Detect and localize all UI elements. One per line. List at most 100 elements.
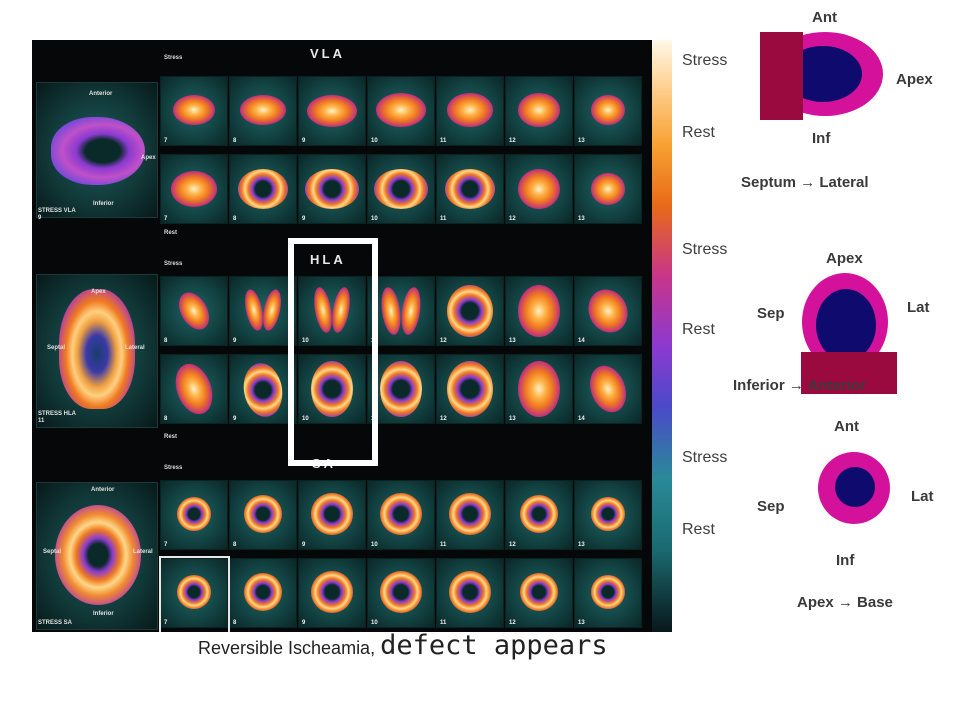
hla-stress-tile: 11 <box>367 276 435 346</box>
vla-big-label: STRESS VLA <box>38 208 76 214</box>
sa-summary-image: Anterior Septal Lateral Inferior <box>36 482 158 630</box>
hla-rest-tile: 8 <box>160 354 228 424</box>
vla-stress-tile: 7 <box>160 76 228 146</box>
side-label-stress-sa: Stress <box>682 449 728 466</box>
caption-part1: Reversible Ischeamia, <box>198 638 381 658</box>
sa-rest-tile: 10 <box>367 558 435 628</box>
hla-big-label: STRESS HLA <box>38 411 77 417</box>
hla-stress-tile: 13 <box>505 276 573 346</box>
hla-rest-tile: 14 <box>574 354 642 424</box>
hla-rest-tile: 13 <box>505 354 573 424</box>
vla-rest-tile: 9 <box>298 154 366 224</box>
vla-rest-tile: 7 <box>160 154 228 224</box>
vla-stress-tile: 10 <box>367 76 435 146</box>
hla-big-num: 11 <box>38 418 45 424</box>
sa-stress-tile: 8 <box>229 480 297 550</box>
side-label-rest-vla: Rest <box>682 124 715 141</box>
vla-cavity <box>784 46 862 102</box>
vla-stress-tile: 12 <box>505 76 573 146</box>
vla-rest-tile: 10 <box>367 154 435 224</box>
sa-label-lateral: Lateral <box>133 549 153 555</box>
vla-diagram-apex: Apex <box>896 71 933 88</box>
hla-rest-tile: 11 <box>367 354 435 424</box>
hla-rest-label: Rest <box>164 434 178 440</box>
vla-label-inferior: Inferior <box>93 201 114 207</box>
hla-diagram-apex: Apex <box>826 250 863 267</box>
vla-stress-tile: 11 <box>436 76 504 146</box>
caption: Reversible Ischeamia, defect appears <box>198 630 608 661</box>
hla-rest-tile: 12 <box>436 354 504 424</box>
hla-summary-image: Apex Septal Lateral <box>36 274 158 428</box>
hla-overlay-bar <box>801 352 897 394</box>
vla-orientation-diagram <box>760 32 883 120</box>
color-scale-bar <box>652 40 672 632</box>
hla-stress-tile: 8 <box>160 276 228 346</box>
sa-diagram-sep: Sep <box>757 498 785 515</box>
side-label-stress-vla: Stress <box>682 52 728 69</box>
hla-orientation-diagram <box>801 273 897 394</box>
sa-stress-label: Stress <box>164 465 183 471</box>
sa-diagram-lat: Lat <box>911 488 934 505</box>
hla-diagram-sep: Sep <box>757 305 785 322</box>
hla-stress-label: Stress <box>164 261 183 267</box>
hla-cavity <box>816 289 876 361</box>
sa-big-label: STRESS SA <box>38 620 73 626</box>
spect-scan-panel: VLA Stress Anterior Apex Inferior STRESS… <box>32 40 672 632</box>
vla-rest-tile: 12 <box>505 154 573 224</box>
sa-label-septal: Septal <box>43 549 62 555</box>
sa-label-inferior: Inferior <box>93 611 114 617</box>
sa-rest-tile: 9 <box>298 558 366 628</box>
sa-diagram-inf: Inf <box>836 552 855 569</box>
sa-diagram-ant: Ant <box>834 418 859 435</box>
vla-diagram-direction: Septum → Lateral <box>741 174 869 191</box>
side-label-stress-hla: Stress <box>682 241 728 258</box>
vla-stress-tile: 13 <box>574 76 642 146</box>
hla-rest-tile: 10 <box>298 354 366 424</box>
sa-diagram-direction: Apex → Base <box>797 594 893 611</box>
selected-frame-outline <box>159 556 230 632</box>
hla-label-lateral: Lateral <box>125 345 145 351</box>
sa-stress-tile: 10 <box>367 480 435 550</box>
hla-stress-tile: 12 <box>436 276 504 346</box>
hla-diagram-direction: Inferior → Anterior <box>733 377 866 394</box>
sa-rest-tile: 13 <box>574 558 642 628</box>
vla-stress-tile: 8 <box>229 76 297 146</box>
vla-stress-label: Stress <box>164 55 183 61</box>
sa-stress-tile: 13 <box>574 480 642 550</box>
sa-label-anterior: Anterior <box>91 487 115 493</box>
vla-diagram-ant: Ant <box>812 9 837 26</box>
vla-diagram-inf: Inf <box>812 130 831 147</box>
vla-rest-tile: 8 <box>229 154 297 224</box>
side-label-rest-hla: Rest <box>682 321 715 338</box>
sa-rest-tile: 11 <box>436 558 504 628</box>
vla-title: VLA <box>310 46 345 61</box>
sa-stress-tile: 11 <box>436 480 504 550</box>
hla-stress-tile: 10 <box>298 276 366 346</box>
vla-big-num: 9 <box>38 215 42 221</box>
highlight-frame <box>288 238 378 466</box>
sa-orientation-diagram <box>818 452 890 524</box>
vla-overlay-bar <box>760 32 803 120</box>
sa-cavity <box>835 467 875 507</box>
vla-stress-tile: 9 <box>298 76 366 146</box>
hla-stress-tile: 9 <box>229 276 297 346</box>
vla-rest-label: Rest <box>164 230 178 236</box>
sa-summary-blob <box>55 505 141 605</box>
sa-rest-tile: 12 <box>505 558 573 628</box>
hla-stress-tile: 14 <box>574 276 642 346</box>
vla-rest-tile: 11 <box>436 154 504 224</box>
hla-title: HLA <box>310 252 346 267</box>
sa-stress-tile: 9 <box>298 480 366 550</box>
vla-rest-tile: 13 <box>574 154 642 224</box>
hla-rest-tile: 9 <box>229 354 297 424</box>
hla-label-apex: Apex <box>91 289 106 295</box>
vla-summary-image: Anterior Apex Inferior <box>36 82 158 218</box>
vla-label-anterior: Anterior <box>89 91 113 97</box>
side-label-rest-sa: Rest <box>682 521 715 538</box>
hla-label-septal: Septal <box>47 345 66 351</box>
hla-summary-blob <box>59 289 135 409</box>
caption-part2: defect appears <box>380 630 608 661</box>
vla-label-apex: Apex <box>141 155 156 161</box>
sa-rest-tile: 7 <box>160 558 228 628</box>
vla-summary-blob <box>51 117 145 185</box>
